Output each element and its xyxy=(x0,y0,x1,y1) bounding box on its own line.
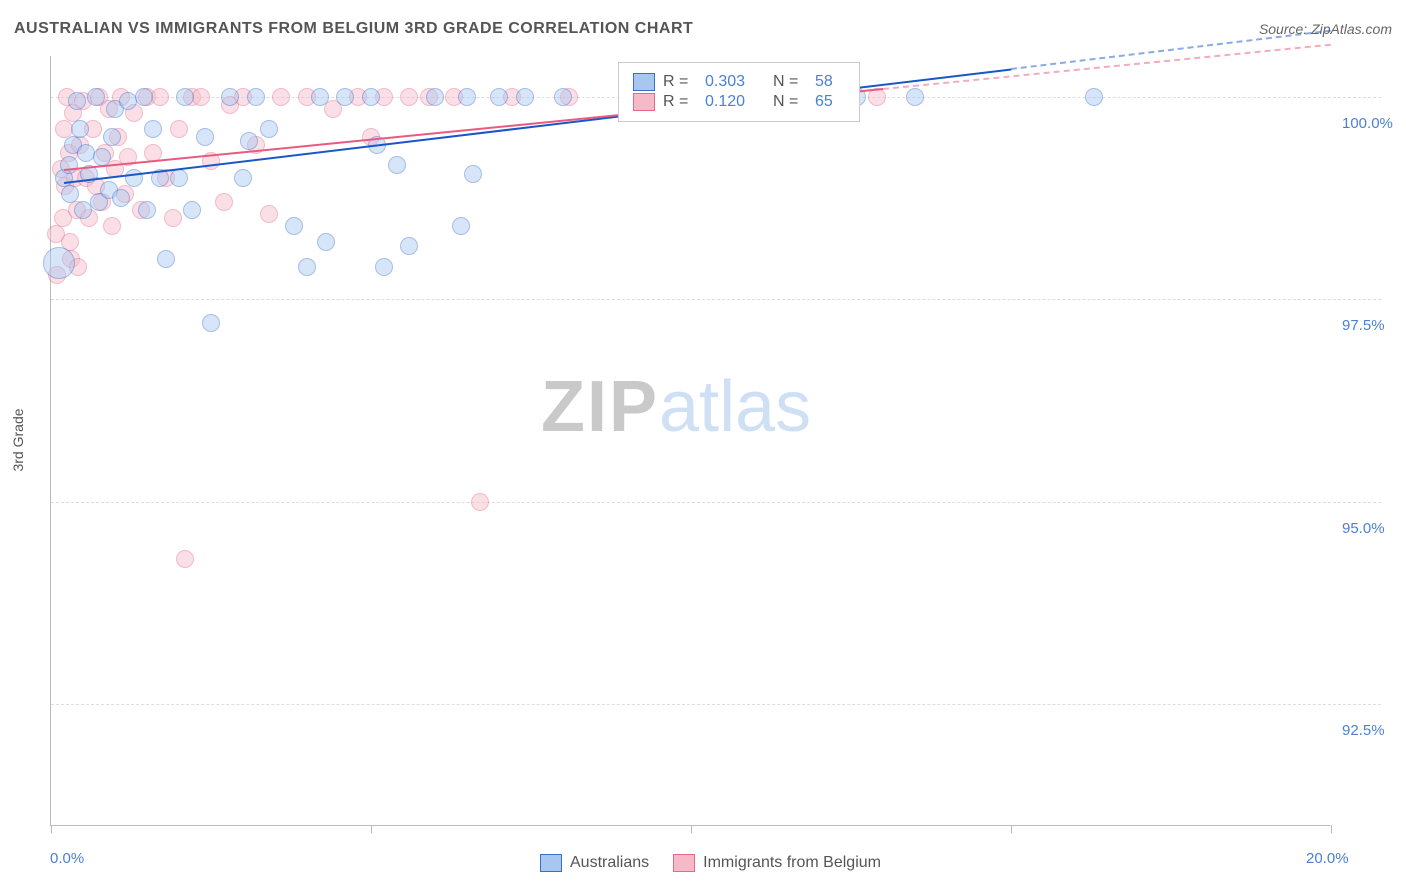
data-point xyxy=(103,128,121,146)
y-tick-label: 100.0% xyxy=(1342,115,1393,132)
swatch-belgium xyxy=(673,854,695,872)
watermark-zip: ZIP xyxy=(541,367,659,447)
data-point xyxy=(176,550,194,568)
data-point xyxy=(285,217,303,235)
r-label: R = xyxy=(663,73,697,91)
y-axis-label: 3rd Grade xyxy=(10,408,26,471)
data-point xyxy=(138,201,156,219)
data-point xyxy=(71,120,89,138)
n-label: N = xyxy=(773,73,807,91)
data-point xyxy=(272,88,290,106)
data-point xyxy=(400,88,418,106)
data-point xyxy=(240,132,258,150)
data-point xyxy=(490,88,508,106)
data-point xyxy=(87,88,105,106)
data-point xyxy=(906,88,924,106)
gridline xyxy=(51,704,1381,705)
y-tick-label: 97.5% xyxy=(1342,317,1385,334)
data-point xyxy=(221,88,239,106)
y-tick-label: 92.5% xyxy=(1342,722,1385,739)
y-tick-label: 95.0% xyxy=(1342,520,1385,537)
swatch-belgium xyxy=(633,93,655,111)
legend-item-australians: Australians xyxy=(540,854,649,872)
data-point xyxy=(151,88,169,106)
n-label: N = xyxy=(773,93,807,111)
x-tick-mark xyxy=(51,825,52,833)
legend-label-belgium: Immigrants from Belgium xyxy=(703,854,881,872)
data-point xyxy=(298,258,316,276)
x-tick-mark xyxy=(1011,825,1012,833)
data-point xyxy=(247,88,265,106)
n-value-belgium: 65 xyxy=(815,93,845,111)
data-point xyxy=(516,88,534,106)
data-point xyxy=(311,88,329,106)
x-tick-label: 0.0% xyxy=(50,850,84,867)
data-point xyxy=(554,88,572,106)
gridline xyxy=(51,299,1381,300)
trendline xyxy=(64,68,1011,183)
watermark-atlas: atlas xyxy=(659,367,811,447)
chart-header: AUSTRALIAN VS IMMIGRANTS FROM BELGIUM 3R… xyxy=(14,20,1392,38)
x-tick-mark xyxy=(691,825,692,833)
data-point xyxy=(170,120,188,138)
data-point xyxy=(103,217,121,235)
data-point xyxy=(317,233,335,251)
trendline-extrapolated xyxy=(883,44,1331,90)
data-point xyxy=(452,217,470,235)
data-point xyxy=(202,314,220,332)
data-point xyxy=(1085,88,1103,106)
r-value-australians: 0.303 xyxy=(705,73,765,91)
data-point xyxy=(196,128,214,146)
data-point xyxy=(388,156,406,174)
data-point xyxy=(458,88,476,106)
data-point xyxy=(144,120,162,138)
stats-row-australians: R = 0.303 N = 58 xyxy=(633,73,845,91)
data-point xyxy=(471,493,489,511)
data-point xyxy=(234,169,252,187)
scatter-plot-area: ZIPatlas xyxy=(50,56,1330,826)
data-point xyxy=(400,237,418,255)
data-point xyxy=(61,185,79,203)
data-point xyxy=(164,209,182,227)
data-point xyxy=(68,92,86,110)
watermark: ZIPatlas xyxy=(541,366,811,448)
data-point xyxy=(375,258,393,276)
data-point xyxy=(426,88,444,106)
data-point xyxy=(176,88,194,106)
x-tick-mark xyxy=(1331,825,1332,833)
data-point xyxy=(157,250,175,268)
legend-label-australians: Australians xyxy=(570,854,649,872)
bottom-legend: Australians Immigrants from Belgium xyxy=(540,854,881,872)
data-point xyxy=(125,169,143,187)
data-point xyxy=(260,205,278,223)
data-point xyxy=(135,88,153,106)
data-point xyxy=(43,247,75,279)
data-point xyxy=(260,120,278,138)
data-point xyxy=(215,193,233,211)
data-point xyxy=(336,88,354,106)
stats-row-belgium: R = 0.120 N = 65 xyxy=(633,93,845,111)
data-point xyxy=(464,165,482,183)
data-point xyxy=(192,88,210,106)
chart-source: Source: ZipAtlas.com xyxy=(1259,21,1392,37)
x-tick-mark xyxy=(371,825,372,833)
n-value-australians: 58 xyxy=(815,73,845,91)
data-point xyxy=(170,169,188,187)
gridline xyxy=(51,502,1381,503)
stats-legend: R = 0.303 N = 58 R = 0.120 N = 65 xyxy=(618,62,860,122)
data-point xyxy=(183,201,201,219)
r-label: R = xyxy=(663,93,697,111)
x-tick-label: 20.0% xyxy=(1306,850,1349,867)
data-point xyxy=(362,88,380,106)
data-point xyxy=(112,189,130,207)
swatch-australians xyxy=(540,854,562,872)
legend-item-belgium: Immigrants from Belgium xyxy=(673,854,881,872)
data-point xyxy=(60,156,78,174)
swatch-australians xyxy=(633,73,655,91)
r-value-belgium: 0.120 xyxy=(705,93,765,111)
chart-title: AUSTRALIAN VS IMMIGRANTS FROM BELGIUM 3R… xyxy=(14,20,693,38)
